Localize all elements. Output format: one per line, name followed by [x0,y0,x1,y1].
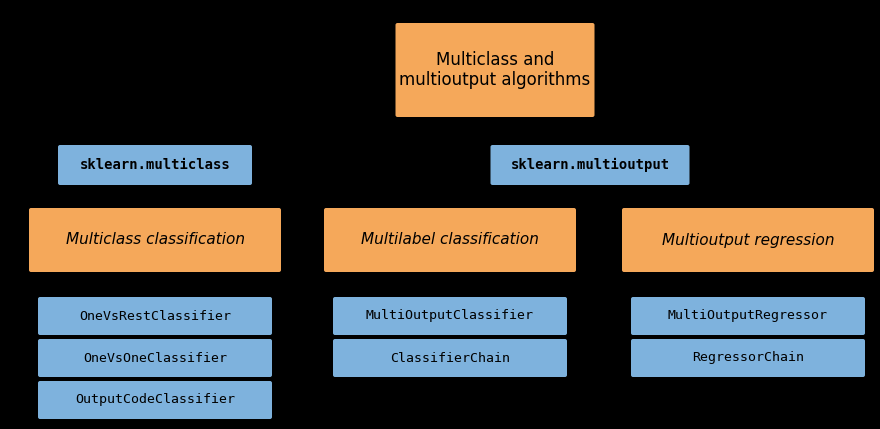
FancyBboxPatch shape [490,145,690,185]
FancyBboxPatch shape [29,208,281,272]
Text: MultiOutputRegressor: MultiOutputRegressor [668,309,828,323]
FancyBboxPatch shape [622,208,874,272]
FancyBboxPatch shape [395,23,595,117]
Text: OutputCodeClassifier: OutputCodeClassifier [75,393,235,407]
Text: sklearn.multioutput: sklearn.multioutput [510,158,670,172]
Text: Multilabel classification: Multilabel classification [361,233,539,248]
FancyBboxPatch shape [38,339,272,377]
FancyBboxPatch shape [324,208,576,272]
Text: sklearn.multiclass: sklearn.multiclass [79,158,231,172]
Text: OneVsRestClassifier: OneVsRestClassifier [79,309,231,323]
FancyBboxPatch shape [38,297,272,335]
Text: Multiclass and
multioutput algorithms: Multiclass and multioutput algorithms [400,51,590,89]
Text: MultiOutputClassifier: MultiOutputClassifier [366,309,534,323]
FancyBboxPatch shape [333,297,567,335]
Text: ClassifierChain: ClassifierChain [390,351,510,365]
Text: Multiclass classification: Multiclass classification [65,233,245,248]
FancyBboxPatch shape [631,339,865,377]
FancyBboxPatch shape [58,145,252,185]
Text: Multioutput regression: Multioutput regression [662,233,834,248]
Text: RegressorChain: RegressorChain [692,351,804,365]
FancyBboxPatch shape [333,339,567,377]
FancyBboxPatch shape [38,381,272,419]
Text: OneVsOneClassifier: OneVsOneClassifier [83,351,227,365]
FancyBboxPatch shape [631,297,865,335]
